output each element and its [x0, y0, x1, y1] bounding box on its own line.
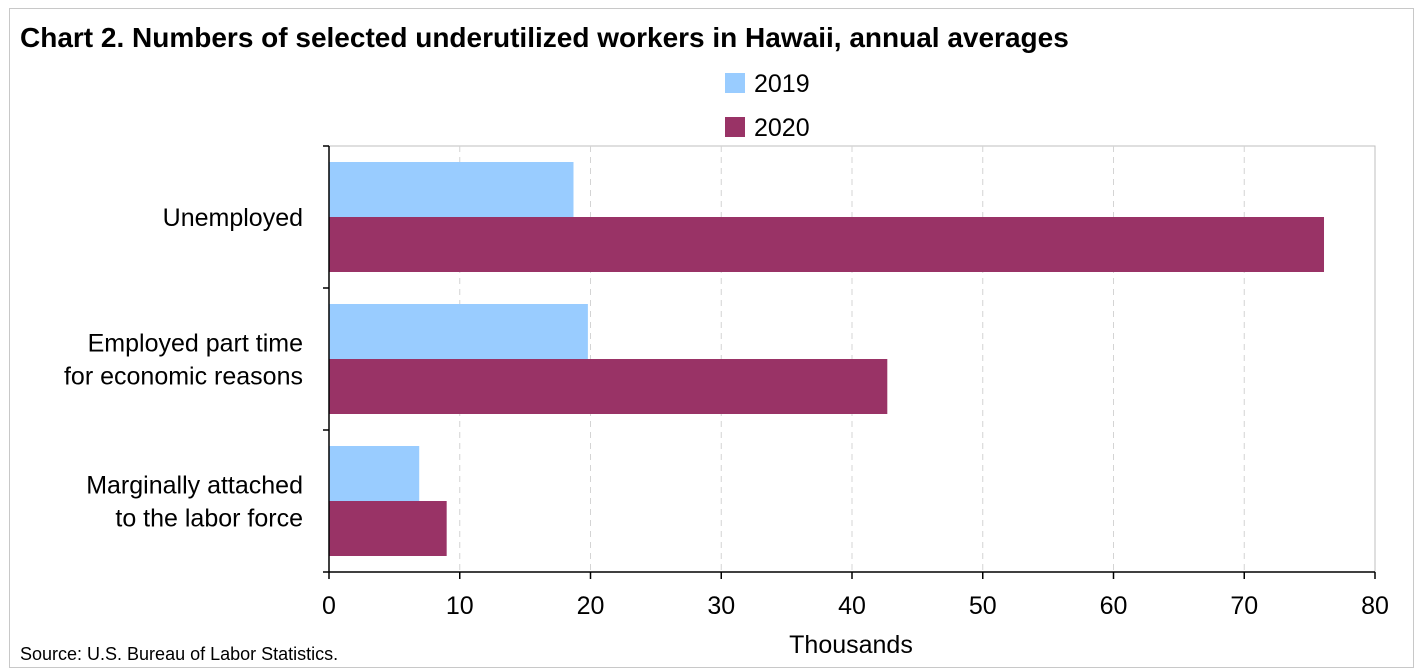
- x-tick-label: 10: [446, 592, 474, 620]
- category-label: Employed part time: [88, 330, 303, 358]
- category-label: for economic reasons: [64, 363, 303, 391]
- legend-swatch-2019: [725, 73, 745, 93]
- bar-2019-1: [329, 304, 588, 359]
- category-label: Unemployed: [163, 204, 303, 232]
- x-axis-label: Thousands: [789, 631, 913, 659]
- x-tick-label: 40: [838, 592, 866, 620]
- x-tick-label: 0: [322, 592, 336, 620]
- x-tick-label: 20: [577, 592, 605, 620]
- x-tick-label: 50: [969, 592, 997, 620]
- bar-2019-0: [329, 162, 574, 217]
- chart-title: Chart 2. Numbers of selected underutiliz…: [20, 22, 1069, 53]
- x-tick-label: 70: [1230, 592, 1258, 620]
- category-labels: Unemployed Employed part time for economic…: [64, 204, 303, 533]
- legend-label-2019: 2019: [754, 70, 810, 98]
- legend-swatch-2020: [725, 117, 745, 137]
- legend: 2019 2020: [725, 70, 810, 142]
- bars: [329, 162, 1325, 556]
- source-note: Source: U.S. Bureau of Labor Statistics.: [20, 644, 339, 664]
- category-label: Marginally attached: [86, 472, 303, 500]
- axes: 0 10 20 30 40 50 60 70 80 Thousands: [322, 145, 1389, 659]
- x-tick-label: 60: [1100, 592, 1128, 620]
- x-tick-label: 80: [1361, 592, 1389, 620]
- category-label: to the labor force: [115, 505, 303, 533]
- legend-label-2020: 2020: [754, 114, 810, 142]
- x-tick-label: 30: [707, 592, 735, 620]
- bar-2020-1: [329, 359, 888, 414]
- bar-2019-2: [329, 446, 420, 501]
- chart-frame: [9, 8, 1414, 668]
- bar-2020-0: [329, 217, 1325, 272]
- bar-2020-2: [329, 501, 447, 556]
